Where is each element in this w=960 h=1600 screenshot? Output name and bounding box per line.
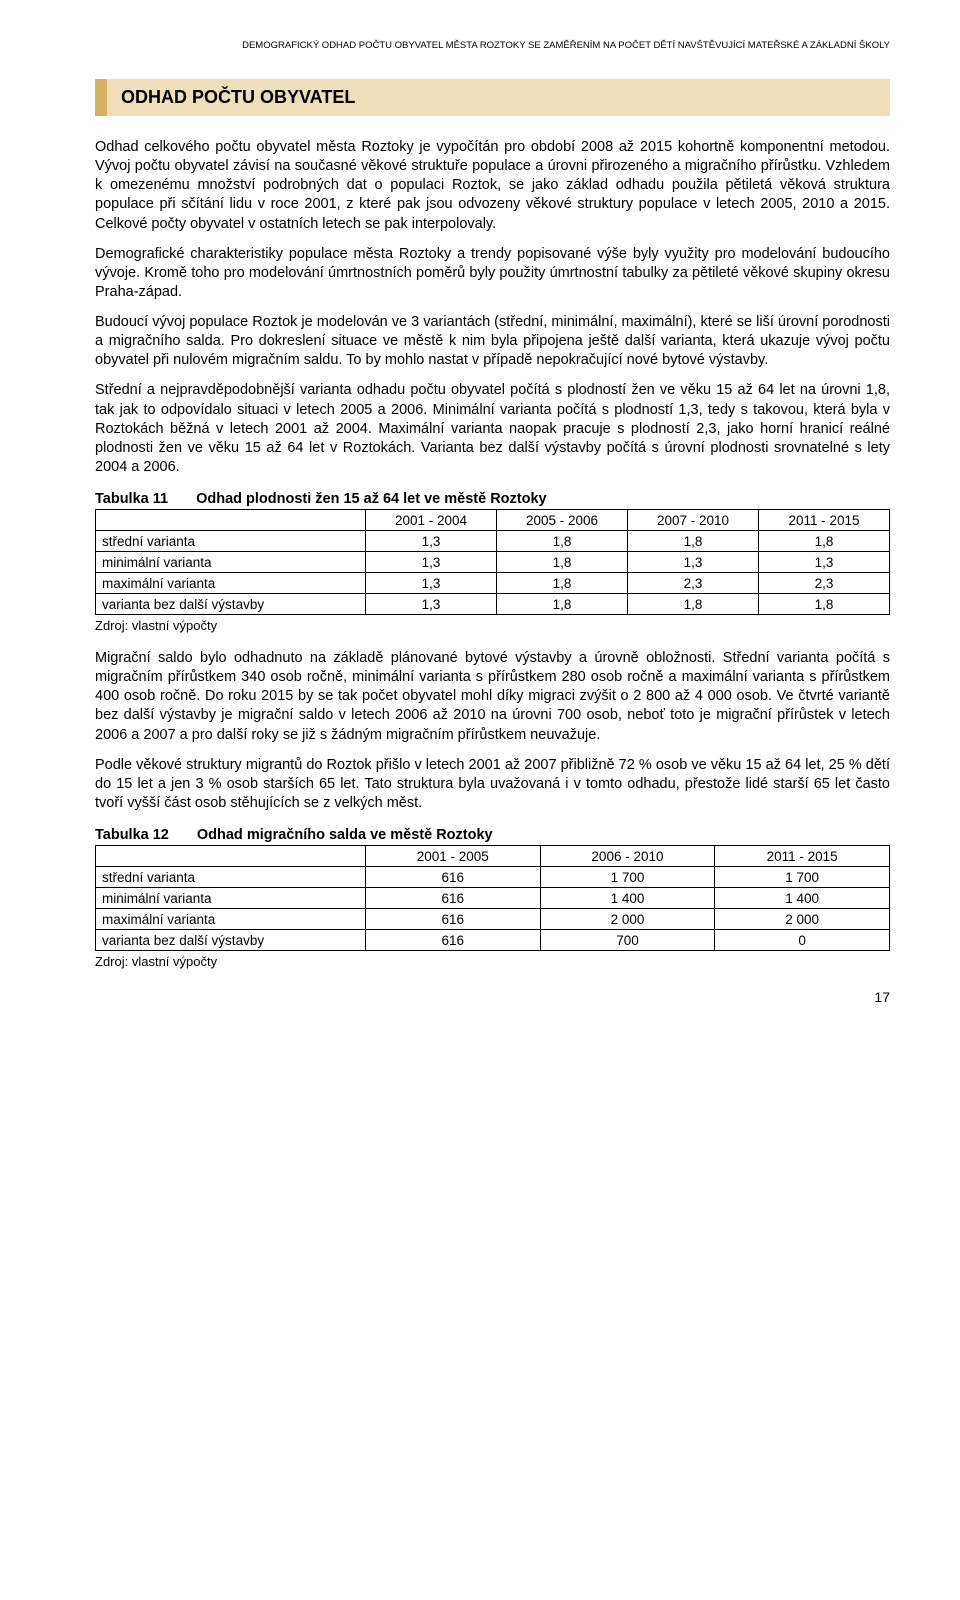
cell-value: 1 400: [715, 888, 890, 909]
cell-value: 1,3: [627, 552, 758, 573]
cell-value: 1,8: [496, 531, 627, 552]
cell-value: 616: [365, 888, 540, 909]
table12-source: Zdroj: vlastní výpočty: [95, 954, 890, 969]
cell-value: 1,8: [496, 594, 627, 615]
table-header: 2011 - 2015: [758, 510, 889, 531]
paragraph-3: Budoucí vývoj populace Roztok je modelov…: [95, 313, 890, 370]
table-header: 2011 - 2015: [715, 846, 890, 867]
cell-value: 1,3: [365, 531, 496, 552]
cell-value: 1,3: [758, 552, 889, 573]
cell-value: 1 400: [540, 888, 715, 909]
table-row: střední varianta6161 7001 700: [96, 867, 890, 888]
cell-value: 2 000: [540, 909, 715, 930]
paragraph-6: Podle věkové struktury migrantů do Rozto…: [95, 756, 890, 813]
cell-value: 1,8: [627, 594, 758, 615]
table-header: 2006 - 2010: [540, 846, 715, 867]
cell-value: 1,8: [496, 552, 627, 573]
table-row: střední varianta1,31,81,81,8: [96, 531, 890, 552]
paragraph-2: Demografické charakteristiky populace mě…: [95, 245, 890, 302]
paragraph-5: Migrační saldo bylo odhadnuto na základě…: [95, 649, 890, 745]
row-label: střední varianta: [96, 531, 366, 552]
cell-value: 616: [365, 867, 540, 888]
row-label: varianta bez další výstavby: [96, 594, 366, 615]
cell-value: 2 000: [715, 909, 890, 930]
cell-value: 1,8: [758, 531, 889, 552]
cell-value: 1,8: [496, 573, 627, 594]
paragraph-1: Odhad celkového počtu obyvatel města Roz…: [95, 138, 890, 234]
cell-value: 700: [540, 930, 715, 951]
table-header-blank: [96, 510, 366, 531]
table-row: varianta bez další výstavby6167000: [96, 930, 890, 951]
section-heading: ODHAD POČTU OBYVATEL: [95, 79, 890, 116]
paragraph-4: Střední a nejpravděpodobnější varianta o…: [95, 381, 890, 477]
cell-value: 0: [715, 930, 890, 951]
table-header: 2001 - 2004: [365, 510, 496, 531]
row-label: minimální varianta: [96, 888, 366, 909]
table11-title: Odhad plodnosti žen 15 až 64 let ve měst…: [196, 491, 547, 507]
row-label: minimální varianta: [96, 552, 366, 573]
table-row: minimální varianta1,31,81,31,3: [96, 552, 890, 573]
table11: 2001 - 20042005 - 20062007 - 20102011 - …: [95, 509, 890, 615]
row-label: maximální varianta: [96, 909, 366, 930]
row-label: maximální varianta: [96, 573, 366, 594]
table-header: 2005 - 2006: [496, 510, 627, 531]
running-header: DEMOGRAFICKÝ ODHAD POČTU OBYVATEL MĚSTA …: [95, 40, 890, 51]
cell-value: 1 700: [540, 867, 715, 888]
row-label: střední varianta: [96, 867, 366, 888]
cell-value: 1,3: [365, 594, 496, 615]
page: DEMOGRAFICKÝ ODHAD POČTU OBYVATEL MĚSTA …: [0, 0, 960, 1035]
table11-source: Zdroj: vlastní výpočty: [95, 618, 890, 633]
page-number: 17: [95, 989, 890, 1005]
table12-caption: Tabulka 12 Odhad migračního salda ve měst…: [95, 827, 890, 843]
cell-value: 616: [365, 909, 540, 930]
cell-value: 2,3: [758, 573, 889, 594]
table-row: maximální varianta1,31,82,32,3: [96, 573, 890, 594]
table-row: maximální varianta6162 0002 000: [96, 909, 890, 930]
cell-value: 1 700: [715, 867, 890, 888]
table-header: 2001 - 2005: [365, 846, 540, 867]
cell-value: 1,3: [365, 573, 496, 594]
table-row: minimální varianta6161 4001 400: [96, 888, 890, 909]
table12: 2001 - 20052006 - 20102011 - 2015střední…: [95, 845, 890, 951]
cell-value: 1,3: [365, 552, 496, 573]
cell-value: 1,8: [758, 594, 889, 615]
table11-number: Tabulka 11: [95, 491, 168, 507]
cell-value: 2,3: [627, 573, 758, 594]
table12-number: Tabulka 12: [95, 827, 169, 843]
table12-title: Odhad migračního salda ve městě Roztoky: [197, 827, 493, 843]
table11-caption: Tabulka 11 Odhad plodnosti žen 15 až 64 l…: [95, 491, 890, 507]
row-label: varianta bez další výstavby: [96, 930, 366, 951]
table-row: varianta bez další výstavby1,31,81,81,8: [96, 594, 890, 615]
cell-value: 616: [365, 930, 540, 951]
table-header: 2007 - 2010: [627, 510, 758, 531]
table-header-blank: [96, 846, 366, 867]
cell-value: 1,8: [627, 531, 758, 552]
